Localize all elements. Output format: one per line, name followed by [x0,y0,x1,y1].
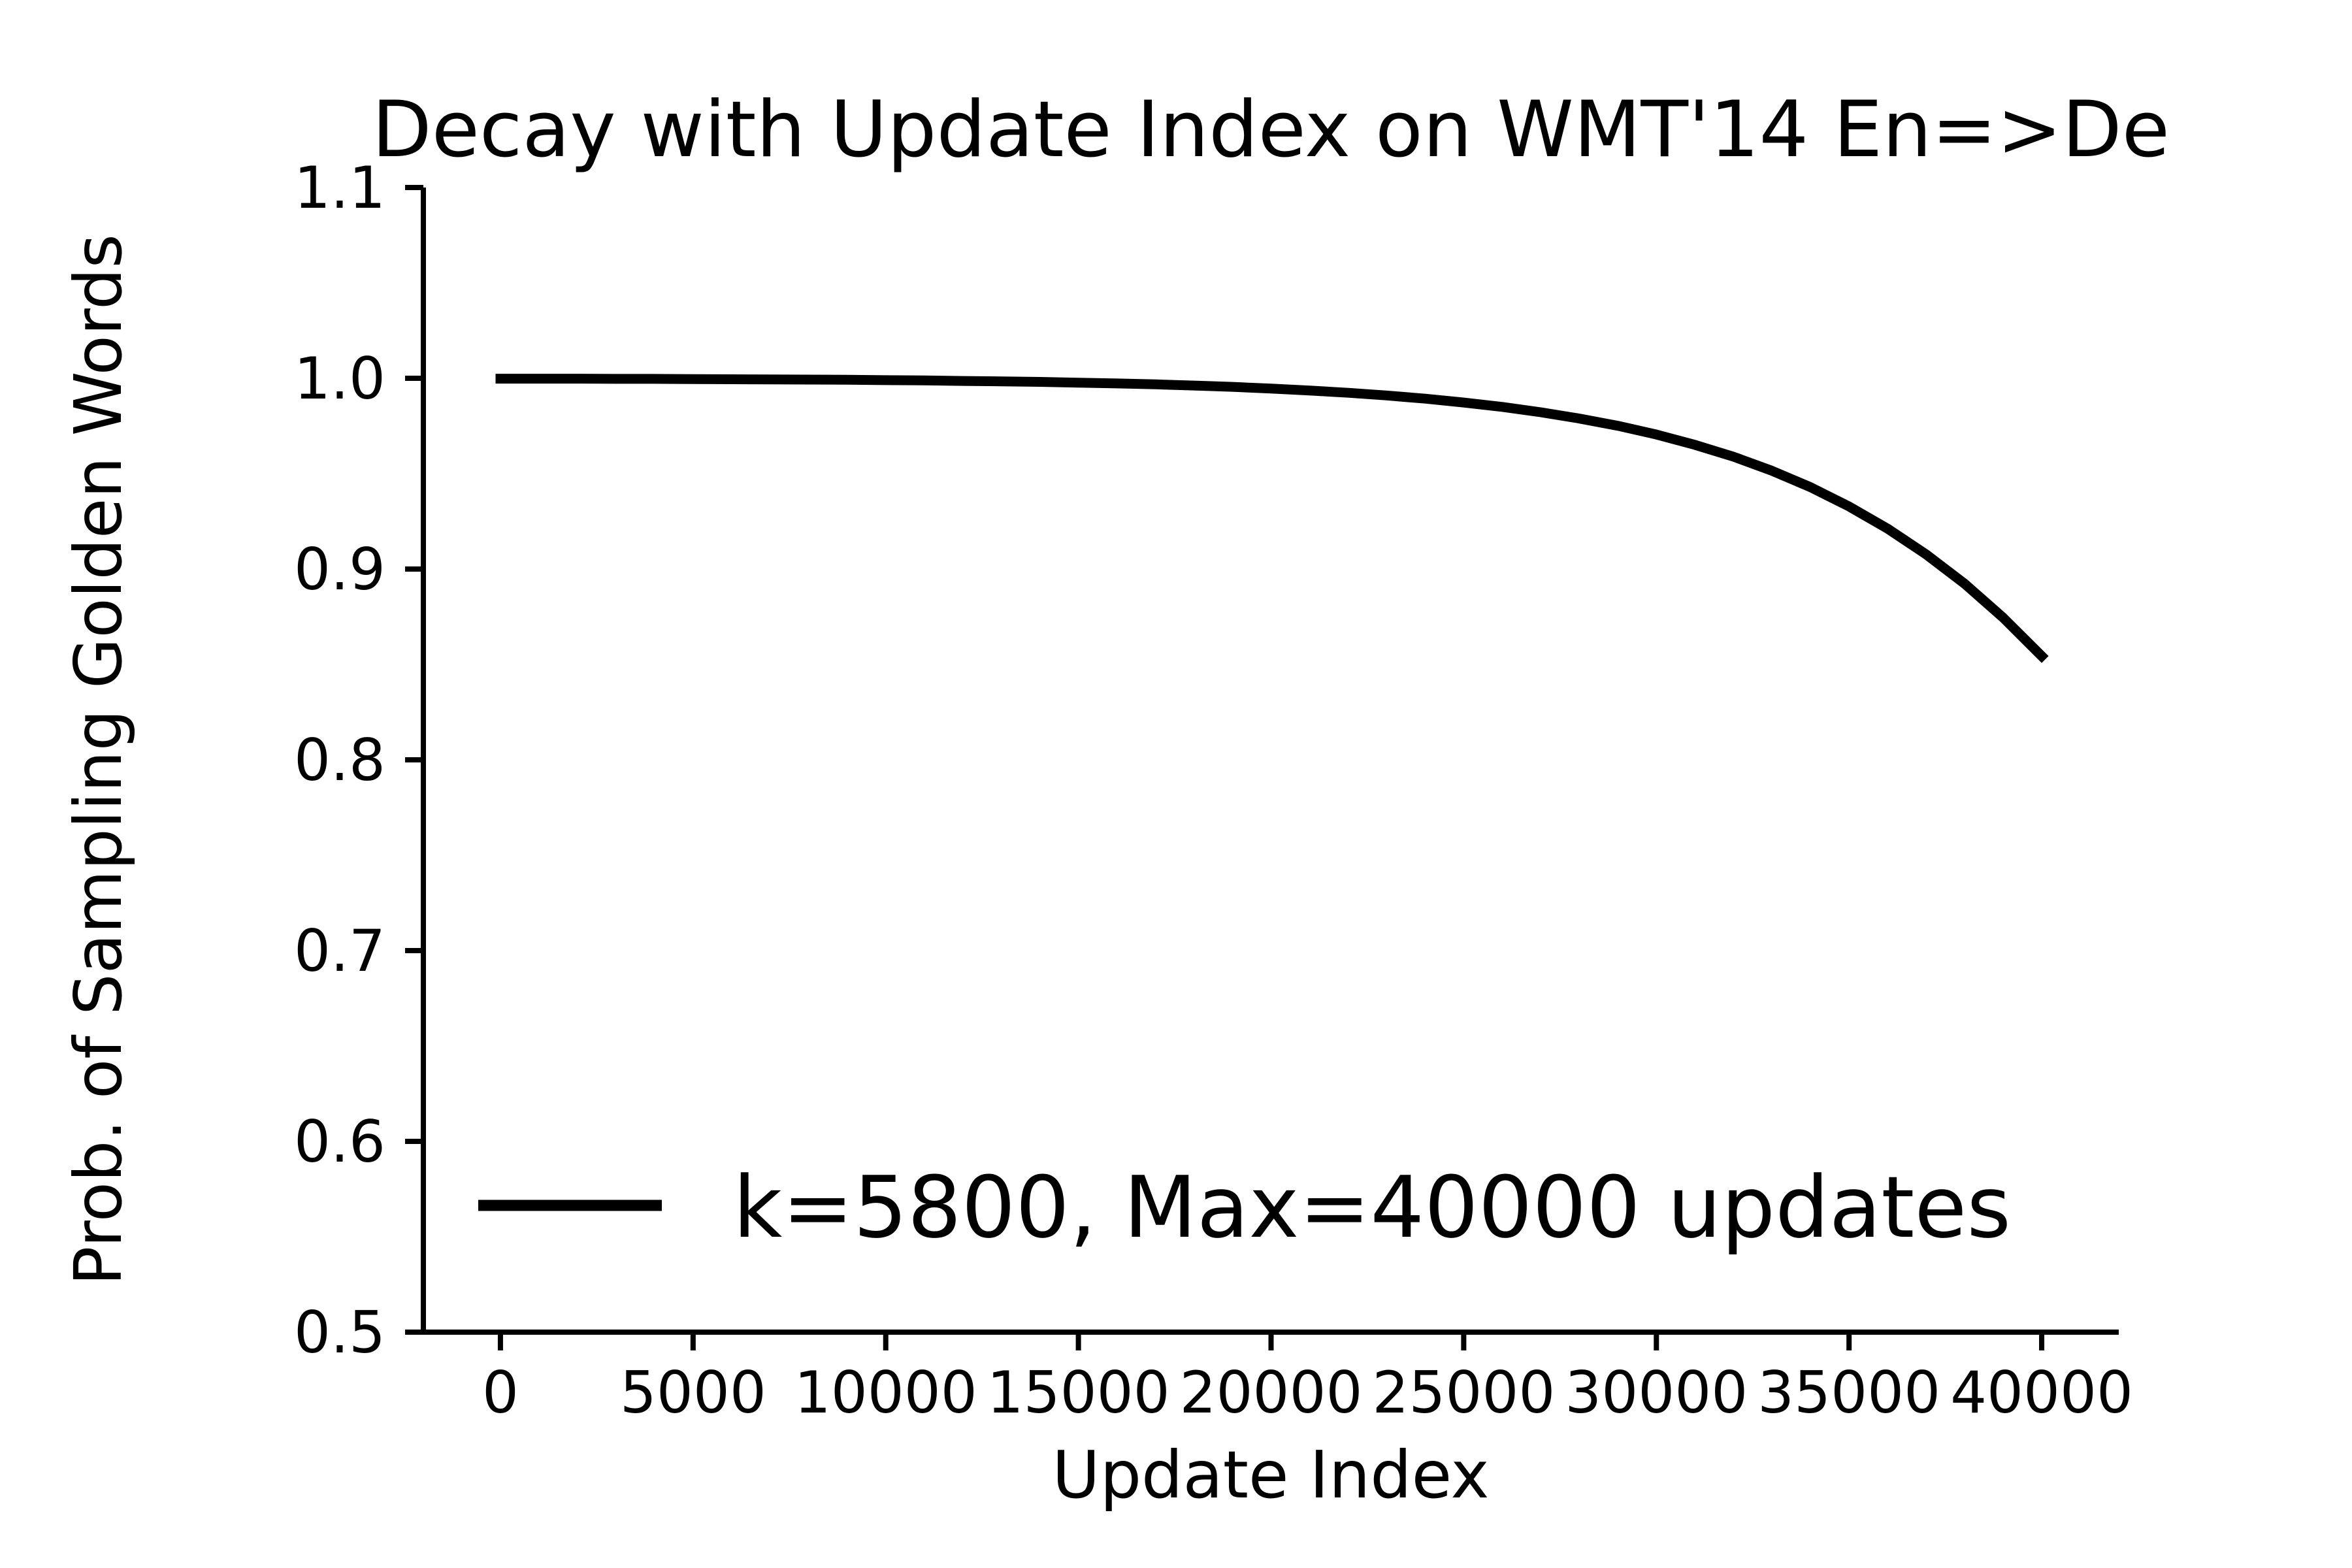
chart-title: Decay with Update Index on WMT'14 En=>De [372,85,2170,175]
x-tick-label: 35000 [1757,1359,1940,1426]
x-axis-ticks: 0 5000 10000 15000 20000 25000 30000 35000 40000 [482,1332,2133,1426]
legend: k=5800, Max=40000 updates [478,1158,2011,1257]
x-axis-label: Update Index [1052,1437,1489,1513]
x-tick-label: 15000 [987,1359,1170,1426]
x-tick-label: 25000 [1372,1359,1555,1426]
x-tick-label: 10000 [794,1359,977,1426]
decay-curve [495,374,2049,663]
y-tick-label: 0.6 [294,1108,385,1175]
y-tick-label: 1.1 [294,154,385,221]
y-tick-label: 0.8 [294,727,385,794]
y-tick-label: 0.9 [294,536,385,603]
x-tick-label: 20000 [1180,1359,1363,1426]
x-tick-label: 30000 [1565,1359,1748,1426]
y-tick-label: 0.5 [294,1299,385,1366]
data-series [495,374,2049,663]
legend-label: k=5800, Max=40000 updates [733,1158,2011,1257]
y-axis-ticks: 0.5 0.6 0.7 0.8 0.9 1.0 1.1 [294,154,423,1366]
y-tick-label: 1.0 [294,345,385,412]
x-tick-label: 5000 [620,1359,766,1426]
y-tick-label: 0.7 [294,917,385,985]
x-tick-label: 0 [482,1359,519,1426]
x-tick-label: 40000 [1950,1359,2133,1426]
y-axis-label: Prob. of Sampling Golden Words [60,234,137,1285]
